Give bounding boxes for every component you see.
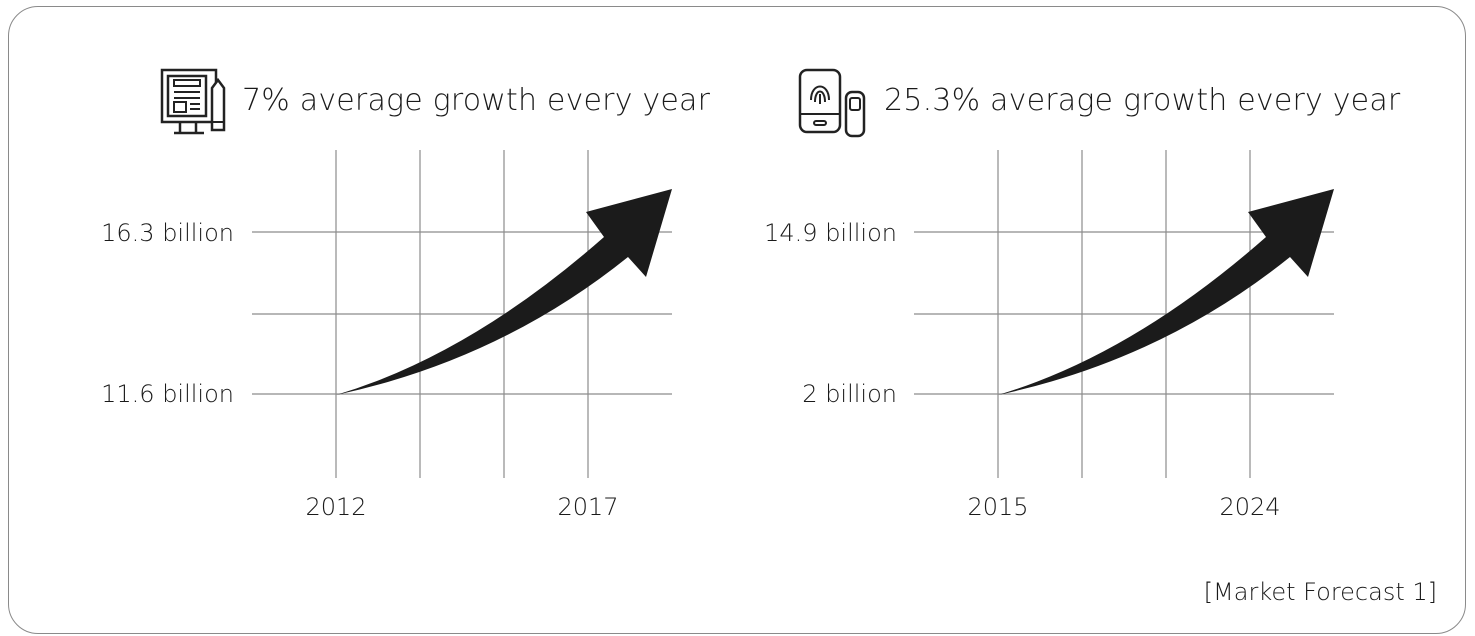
left-y-tick-label-bottom: 11.6 billion bbox=[34, 382, 234, 406]
right-y-tick-label-top: 14.9 billion bbox=[697, 221, 897, 245]
right-y-tick-label-bottom: 2 billion bbox=[697, 382, 897, 406]
right-x-tick-label-start: 2015 bbox=[948, 495, 1048, 519]
left-x-tick-label-start: 2012 bbox=[286, 495, 386, 519]
right-x-tick-label-end: 2024 bbox=[1200, 495, 1300, 519]
figure-caption: [Market Forecast 1] bbox=[1204, 580, 1437, 604]
left-x-tick-label-end: 2017 bbox=[538, 495, 638, 519]
left-y-tick-label-top: 16.3 billion bbox=[34, 221, 234, 245]
